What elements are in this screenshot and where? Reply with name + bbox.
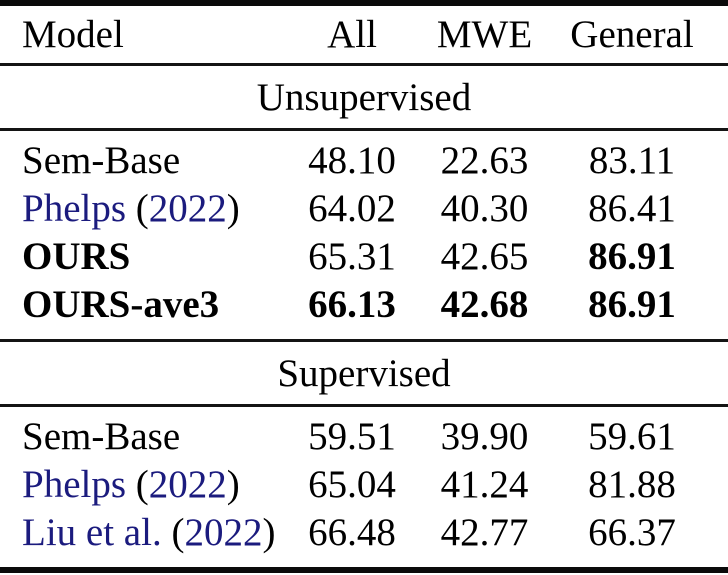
score-cell: 65.31 [308,235,396,278]
citation-link[interactable]: Phelps [22,187,127,230]
score-cell: 86.41 [588,187,676,230]
section-title: Unsupervised [256,75,472,119]
score-cell: 83.11 [588,139,676,182]
model-cell: Phelps (2022) [0,185,287,233]
score-cell: 81.88 [588,463,676,506]
citation-link[interactable]: Phelps [22,463,127,506]
score-cell: 59.61 [588,415,676,458]
score-cell: 59.51 [308,415,396,458]
model-cell: Phelps (2022) [0,461,287,509]
model-label: OURS-ave3 [22,283,220,326]
section-rows: Sem-Base 59.51 39.90 59.61 Phelps (2022) 65.0… [0,407,728,567]
score-cell: 66.48 [308,511,396,554]
score-cell: 86.91 [588,283,676,326]
score-cell: 39.90 [440,415,529,458]
section-title: Supervised [277,351,451,395]
score-cell: 48.10 [308,139,396,182]
column-header-general: General [570,13,694,56]
score-cell: 64.02 [308,187,396,230]
model-cell: Sem-Base [0,413,287,461]
header-rule [0,63,728,66]
model-label: ) [226,187,240,230]
score-cell: 65.04 [308,463,396,506]
table-row: Sem-Base 48.10 22.63 83.11 [0,137,728,185]
score-cell: 66.37 [588,511,676,554]
table-header-row: Model All MWE General [0,6,728,63]
score-cell: 22.63 [440,139,529,182]
score-cell: 40.30 [440,187,529,230]
table-row: Phelps (2022) 64.02 40.30 86.41 [0,185,728,233]
score-cell: 66.13 [308,283,396,326]
section-rule [0,128,728,131]
citation-link[interactable]: 2022 [148,187,227,230]
model-cell: Liu et al. (2022) [0,509,287,557]
model-label: ( [161,511,185,554]
top-rule [0,0,728,6]
section-rule [0,404,728,407]
column-header-all: All [327,13,377,56]
column-header-model: Model [22,13,124,56]
score-cell: 42.65 [440,235,529,278]
model-label: OURS [22,235,131,278]
section-rows: Sem-Base 48.10 22.63 83.11 Phelps (2022) 64.0… [0,131,728,339]
model-label: ) [226,463,240,506]
model-label: Sem-Base [22,139,181,182]
score-cell: 41.24 [440,463,529,506]
table-row: OURS-ave3 66.13 42.68 86.91 [0,281,728,329]
citation-link[interactable]: Liu et al. [22,511,162,554]
model-cell: OURS [0,233,287,281]
citation-link[interactable]: 2022 [148,463,227,506]
bottom-rule [0,567,728,573]
table-row: OURS 65.31 42.65 86.91 [0,233,728,281]
score-cell: 42.77 [440,511,529,554]
table-row: Sem-Base 59.51 39.90 59.61 [0,413,728,461]
score-cell: 42.68 [440,283,529,326]
model-label: ( [126,187,149,230]
model-cell: OURS-ave3 [0,281,287,329]
section-supervised: Supervised Sem-Base 59.51 39.90 59.61 Phelps… [0,342,728,567]
model-label: ) [262,511,276,554]
citation-link[interactable]: 2022 [184,511,263,554]
table-row: Liu et al. (2022) 66.48 42.77 66.37 [0,509,728,557]
model-label: ( [126,463,149,506]
table-row: Phelps (2022) 65.04 41.24 81.88 [0,461,728,509]
model-label: Sem-Base [22,415,181,458]
column-header-mwe: MWE [436,13,533,56]
model-cell: Sem-Base [0,137,287,185]
score-cell: 86.91 [588,235,676,278]
section-unsupervised: Unsupervised Sem-Base 48.10 22.63 83.11 Phel… [0,66,728,339]
mid-rule [0,339,728,342]
